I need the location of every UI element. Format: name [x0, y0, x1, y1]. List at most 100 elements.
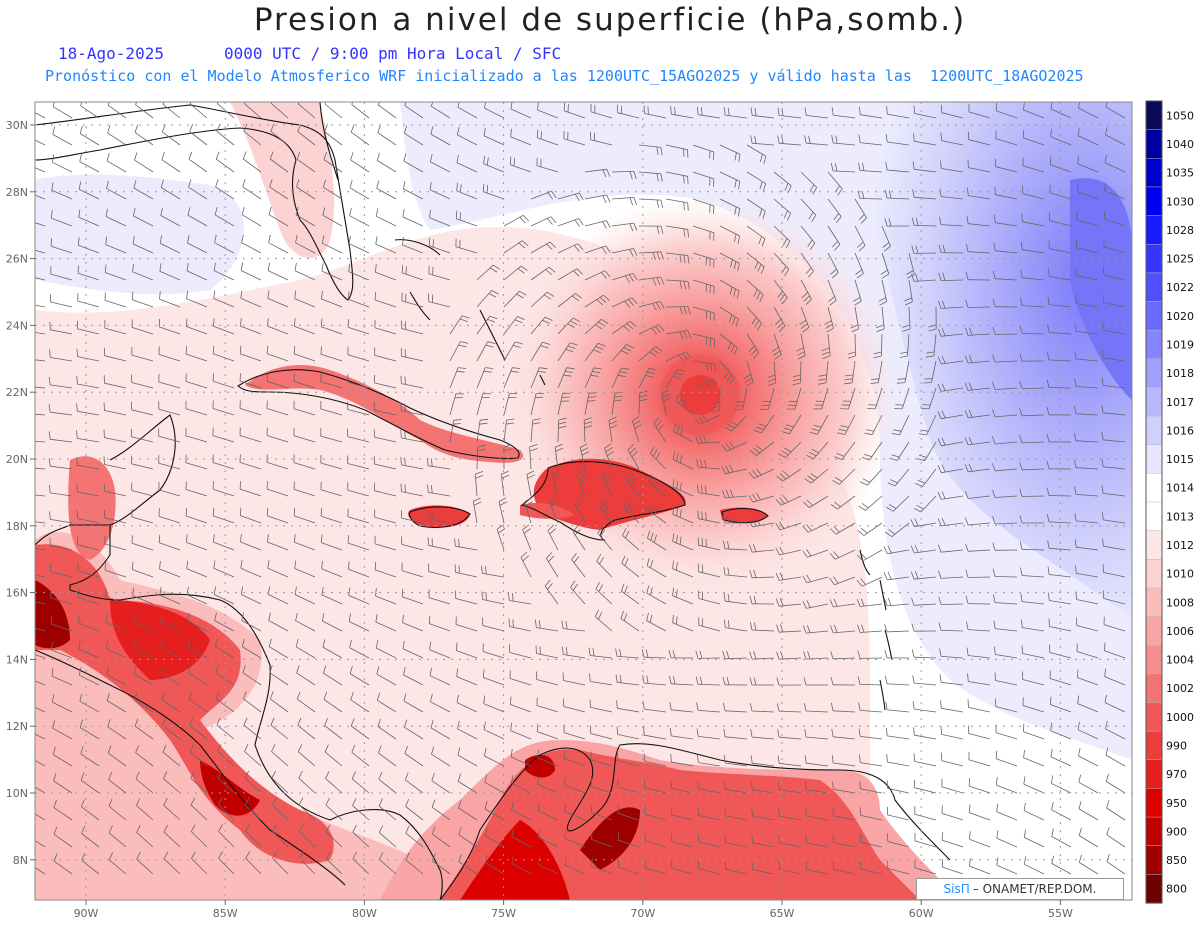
latitude-label: 14N — [6, 653, 28, 666]
wind-barb-feather — [537, 371, 546, 373]
wind-barb-staff — [187, 214, 208, 227]
wind-barb-feather — [483, 695, 486, 704]
wind-barb-staff — [430, 727, 451, 740]
coast-bahamas-4 — [539, 374, 546, 386]
wind-barb-feather — [964, 437, 969, 446]
wind-barb-feather — [728, 314, 733, 323]
wind-barb-staff — [325, 778, 343, 794]
wind-barb-staff — [136, 859, 154, 875]
wind-barb-staff — [213, 325, 235, 335]
wind-barb-feather — [822, 351, 830, 356]
wind-barb-staff — [698, 710, 721, 713]
wind-barb-feather — [673, 375, 682, 379]
wind-barb-feather — [673, 676, 676, 685]
wind-barb-feather — [724, 807, 726, 816]
wind-barb-staff — [104, 355, 127, 362]
wind-barb-feather — [749, 622, 753, 631]
wind-barb-feather — [510, 128, 512, 137]
wind-barb-staff — [1048, 359, 1072, 362]
wind-barb-staff — [455, 624, 478, 632]
wind-barb-feather — [744, 377, 753, 383]
wind-barb-staff — [968, 223, 991, 227]
wind-barb-feather — [615, 674, 618, 683]
wind-barb-staff — [1051, 836, 1072, 848]
wind-barb-feather — [536, 723, 539, 732]
wind-barb-feather — [779, 473, 787, 480]
wind-barb-staff — [1049, 192, 1072, 200]
wind-barb-feather — [660, 147, 663, 156]
wind-barb-staff — [162, 103, 181, 119]
wind-barb-feather — [939, 648, 942, 657]
wind-barb-feather — [623, 325, 630, 332]
wind-barb-staff — [35, 840, 46, 848]
wind-barb-feather — [376, 692, 381, 701]
wind-barb-feather — [622, 528, 627, 536]
wind-barb-feather — [430, 126, 434, 135]
wind-barb-staff — [267, 515, 289, 524]
wind-barb-feather — [214, 638, 218, 647]
wind-barb-feather — [759, 181, 763, 190]
wind-barb-feather — [484, 748, 487, 756]
wind-barb-staff — [322, 646, 343, 659]
wind-barb-staff — [598, 504, 613, 524]
wind-barb-feather — [965, 569, 969, 578]
wind-barb-feather — [53, 799, 57, 808]
wind-barb-feather — [546, 552, 553, 559]
wind-barb-feather — [52, 102, 55, 107]
wind-barb-feather — [696, 728, 699, 737]
wind-barb-feather — [324, 102, 327, 105]
wind-barb-feather — [429, 667, 432, 676]
wind-barb-feather — [655, 420, 662, 428]
wind-barb-staff — [1022, 193, 1045, 200]
map-plot-area — [35, 102, 1132, 900]
wind-barb-staff — [104, 569, 127, 578]
wind-barb-staff — [429, 649, 451, 659]
wind-barb-feather — [912, 189, 915, 198]
wind-barb-feather — [1104, 694, 1107, 703]
wind-barb-feather — [911, 649, 915, 658]
wind-barb-staff — [1024, 863, 1045, 875]
wind-barb-staff — [107, 752, 127, 767]
wind-barb-feather — [240, 290, 243, 299]
wind-barb-feather — [402, 640, 405, 649]
wind-barb-feather — [626, 503, 631, 511]
wind-barb-feather — [484, 854, 488, 863]
wind-barb-feather — [593, 367, 602, 370]
wind-barb-feather — [51, 668, 54, 677]
wind-barb-feather — [1023, 102, 1025, 111]
pressure-yucatan — [68, 456, 116, 560]
wind-barb-staff — [914, 140, 937, 146]
wind-barb-staff — [35, 249, 46, 254]
wind-barb-feather — [320, 534, 323, 543]
wind-barb-feather — [613, 399, 622, 402]
wind-barb-feather — [724, 426, 733, 432]
wind-barb-feather — [966, 215, 969, 224]
wind-barb-feather — [562, 646, 564, 655]
wind-barb-feather — [185, 346, 187, 355]
wind-barb-feather — [1074, 486, 1077, 495]
wind-barb-feather — [652, 449, 658, 457]
wind-barb-feather — [758, 236, 762, 245]
wind-barb-feather — [624, 472, 631, 480]
wind-barb-staff — [35, 654, 46, 659]
wind-barb-staff — [591, 812, 613, 821]
wind-barb-staff — [295, 646, 316, 659]
wind-barb-feather — [672, 451, 675, 460]
wind-barb-staff — [293, 462, 316, 470]
wind-barb-feather — [800, 323, 808, 329]
wind-barb-feather — [1019, 462, 1023, 470]
wind-barb-staff — [969, 812, 991, 821]
wind-barb-staff — [887, 169, 910, 173]
wind-barb-feather — [753, 622, 757, 631]
wind-barb-feather — [564, 857, 567, 866]
wind-barb-feather — [721, 444, 728, 452]
wind-barb-staff — [995, 222, 1018, 227]
wind-barb-staff — [104, 517, 127, 524]
wind-barb-feather — [549, 528, 556, 535]
wind-barb-staff — [108, 805, 127, 821]
wind-barb-feather — [1049, 156, 1052, 165]
wind-barb-feather — [857, 650, 861, 659]
wind-barb-feather — [833, 213, 840, 220]
wind-barb-feather — [215, 151, 220, 160]
wind-barb-staff — [833, 868, 856, 875]
